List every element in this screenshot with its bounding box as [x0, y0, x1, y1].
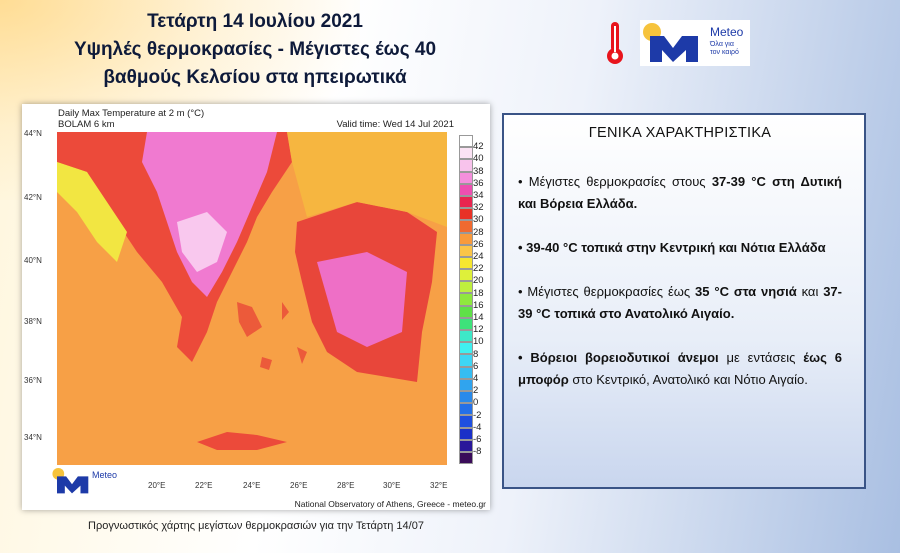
colorbar-swatch: [459, 159, 473, 172]
colorbar-swatch: [459, 354, 473, 367]
colorbar-label: 22: [473, 263, 484, 275]
colorbar-label: 2: [473, 385, 479, 397]
colorbar-swatch: [459, 208, 473, 221]
colorbar-swatch: [459, 171, 473, 184]
crete-land: [197, 432, 287, 450]
lat-label: 44°N: [24, 129, 42, 138]
colorbar-swatch: [459, 305, 473, 318]
lon-label: 26°E: [290, 481, 308, 490]
colorbar-label: -8: [473, 446, 482, 458]
colorbar-swatch: [459, 330, 473, 343]
colorbar-label: 10: [473, 336, 484, 348]
colorbar-swatch: [459, 378, 473, 391]
lat-label: 40°N: [24, 256, 42, 265]
lat-label: 38°N: [24, 317, 42, 326]
colorbar-swatch: [459, 183, 473, 196]
colorbar-swatch: [459, 366, 473, 379]
lat-label: 42°N: [24, 193, 42, 202]
colorbar-label: 42: [473, 141, 484, 153]
colorbar-swatch: [459, 342, 473, 355]
islands: [237, 302, 307, 370]
colorbar: [459, 135, 473, 465]
colorbar-label: 38: [473, 165, 484, 177]
colorbar-swatch: [459, 135, 473, 148]
colorbar-swatch: [459, 403, 473, 416]
colorbar-swatch: [459, 293, 473, 306]
colorbar-label: 24: [473, 251, 484, 262]
thermometer-icon: [607, 22, 623, 64]
temperature-map-panel: Daily Max Temperature at 2 m (°C) BOLAM …: [22, 104, 490, 510]
lon-label: 24°E: [243, 481, 261, 490]
italy-land: [57, 162, 127, 262]
colorbar-label: -6: [473, 434, 482, 445]
black-sea: [287, 132, 447, 227]
colorbar-label: 18: [473, 287, 484, 299]
colorbar-swatch: [459, 256, 473, 270]
colorbar-swatch: [459, 415, 473, 428]
map-model: BOLAM 6 km: [58, 119, 115, 130]
colorbar-swatch: [459, 390, 473, 404]
logo-tagline: Όλα για τον καιρό: [710, 41, 739, 56]
colorbar-label: 0: [473, 397, 479, 409]
title-line-2: Υψηλές θερμοκρασίες - Μέγιστες έως 40: [73, 39, 437, 60]
lon-label: 32°E: [430, 481, 448, 490]
colorbar-swatch: [459, 220, 473, 233]
colorbar-swatch: [459, 147, 473, 160]
map-logo-name: Meteo: [92, 470, 118, 480]
colorbar-label: 20: [473, 275, 484, 287]
colorbar-label: 36: [473, 177, 484, 189]
turkey-hot-zone: [317, 252, 407, 347]
colorbar-swatch: [459, 281, 473, 294]
colorbar-label: 12: [473, 324, 484, 336]
temperature-map: [57, 132, 447, 465]
lon-label: 30°E: [383, 481, 401, 490]
colorbar-swatch: [459, 269, 473, 282]
colorbar-label: 8: [473, 348, 479, 360]
summary-heading: ΓΕΝΙΚΑ ΧΑΡΑΚΤΗΡΙΣΤΙΚΑ: [588, 125, 772, 141]
lat-label: 34°N: [24, 433, 42, 442]
title-line-3: βαθμούς Κελσίου στα ηπειρωτικά: [103, 67, 407, 88]
map-credit: National Observatory of Athens, Greece -…: [294, 499, 486, 509]
title-line-1: Τετάρτη 14 Ιουλίου 2021: [147, 11, 363, 32]
colorbar-label: 14: [473, 312, 484, 323]
colorbar-label: 32: [473, 202, 484, 214]
map-valid-time: Valid time: Wed 14 Jul 2021: [336, 119, 454, 130]
meteo-map-logo: [52, 467, 89, 494]
meteo-logo: Meteo Όλα για τον καιρό: [640, 20, 750, 66]
summary-bullet-1: • Μέγιστες θερμοκρασίες στους 37-39 °C σ…: [518, 174, 842, 211]
colorbar-label: -2: [473, 409, 482, 421]
colorbar-label: 16: [473, 299, 484, 311]
lon-label: 28°E: [337, 481, 355, 490]
lon-label: 22°E: [195, 481, 213, 490]
map-caption: Προγνωστικός χάρτης μεγίστων θερμοκρασιώ…: [88, 520, 424, 532]
colorbar-swatch: [459, 195, 473, 209]
colorbar-label: 40: [473, 153, 484, 165]
colorbar-label: 4: [473, 373, 479, 384]
hottest-zone: [177, 212, 227, 272]
colorbar-swatch: [459, 317, 473, 330]
colorbar-swatch: [459, 451, 473, 465]
meteo-m-icon: [643, 23, 698, 62]
colorbar-swatch: [459, 439, 473, 452]
logo-name: Meteo: [710, 25, 744, 39]
lat-label: 36°N: [24, 376, 42, 385]
colorbar-label: 34: [473, 190, 484, 201]
colorbar-label: -4: [473, 421, 482, 433]
colorbar-label: 26: [473, 238, 484, 250]
colorbar-swatch: [459, 232, 473, 245]
colorbar-label: 28: [473, 226, 484, 238]
colorbar-label: 6: [473, 360, 479, 372]
colorbar-label: 30: [473, 214, 484, 226]
summary-bullet-4: • Βόρειοι βορειοδυτικοί άνεμοι με εντάσε…: [518, 350, 843, 387]
colorbar-swatch: [459, 244, 473, 257]
lon-label: 20°E: [148, 481, 166, 490]
summary-box: ΓΕΝΙΚΑ ΧΑΡΑΚΤΗΡΙΣΤΙΚΑ • Μέγιστες θερμοκρ…: [502, 113, 866, 489]
map-title: Daily Max Temperature at 2 m (°C): [58, 108, 205, 119]
summary-bullet-2: • 39-40 °C τοπικά στην Κεντρική και Νότι…: [518, 240, 826, 255]
summary-bullet-3: • Μέγιστες θερμοκρασίες έως 35 °C στα νη…: [518, 284, 842, 321]
page-title: Τετάρτη 14 Ιουλίου 2021 Υψηλές θερμοκρασ…: [40, 8, 470, 92]
colorbar-swatch: [459, 427, 473, 440]
